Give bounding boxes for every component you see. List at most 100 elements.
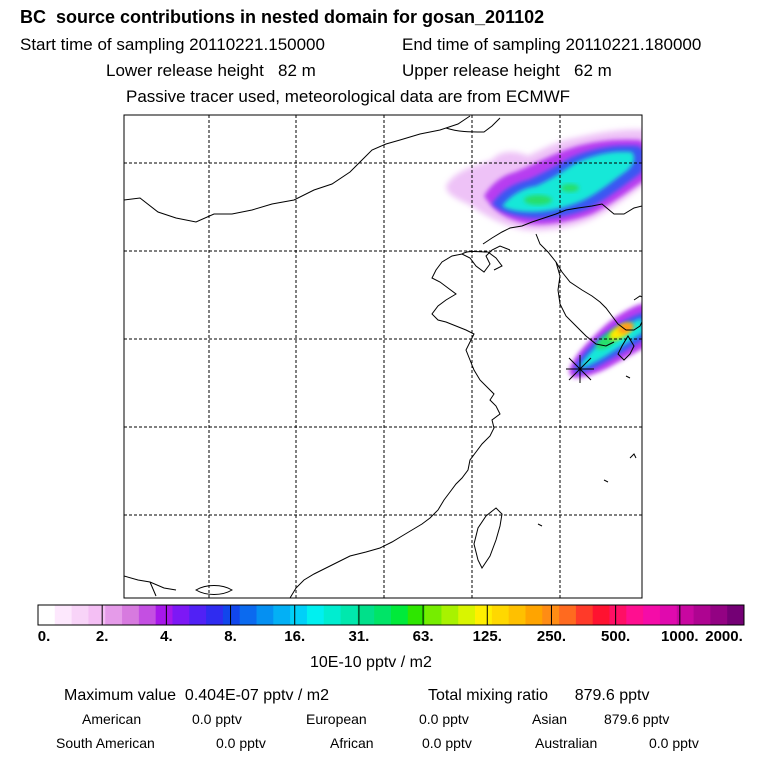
ryukyu-d [537,523,543,527]
colorbar [38,605,745,625]
plume-north [446,129,642,231]
colorbar-tick-label: 63. [412,628,434,645]
colorbar-tick-label: 4. [160,628,173,645]
max-value: 0.404E-07 pptv / m2 [184,687,330,704]
lower-release-line: Lower release height 82 m [106,62,316,79]
start-time-line: Start time of sampling 20110221.150000 [20,36,325,53]
colorbar-cell [626,605,644,625]
contrib-asian-value: 879.6 pptv [604,711,670,727]
contrib-african-name: African [330,735,374,751]
shandong-coast [461,251,503,271]
max-value-label: Maximum value [64,687,177,704]
lower-release-label: Lower release height [106,61,264,80]
ryukyu-c [603,479,609,483]
laos-border [149,581,157,597]
contrib-european-name: European [306,711,367,727]
colorbar-cell [542,605,560,625]
colorbar-units: 10E-10 pptv / m2 [310,654,432,671]
colorbar-tick-label: 2. [95,628,109,645]
colorbar-cell [508,605,526,625]
colorbar-cell [306,605,325,625]
colorbar-cell [374,605,392,625]
contrib-south-american-name: South American [56,735,155,751]
contrib-american-value: 0.0 pptv [192,711,242,727]
colorbar-cell [189,605,207,625]
start-time-value: 20110221.150000 [189,35,325,54]
korea-west-coast [555,261,615,347]
colorbar-frame [37,604,745,626]
japan-honshu [633,295,642,301]
max-value-line: Maximum value 0.404E-07 pptv / m2 [64,688,329,704]
north-korea-border [482,203,642,245]
colorbar-tick-label: 125. [472,628,502,645]
start-time-label: Start time of sampling [20,35,185,54]
colorbar-cell [710,605,728,625]
plume-north-green-b [561,184,579,192]
plume-south-orange [618,322,634,334]
colorbar-cell [54,605,73,625]
japan-kyushu [617,335,635,361]
colorbar-cell [340,605,358,625]
colorbar-cell [407,605,426,625]
contrib-asian-name: Asian [532,711,568,727]
ryukyu-a [625,375,631,379]
ryukyu-b [629,453,637,459]
colorbar-tick-label: 500. [601,628,631,645]
colorbar-cell [458,605,476,625]
colorbar-cell [676,605,694,625]
colorbar-cell [256,605,274,625]
colorbar-cell [727,605,745,625]
colorbar-cell [491,605,510,625]
coastlines [124,115,642,598]
colorbar-cell [391,605,409,625]
upper-release-line: Upper release height 62 m [402,62,612,79]
colorbar-cell [323,605,341,625]
colorbar-tick-label: 0. [37,628,51,645]
korea-coast [535,233,642,331]
colorbar-cell [609,605,627,625]
colorbar-cell [525,605,543,625]
colorbar-cell [575,605,594,625]
upper-release-label: Upper release height [402,61,560,80]
colorbar-tick-label: 250. [536,628,567,645]
colorbar-cell [592,605,610,625]
lower-release-value: 82 m [278,61,316,80]
colorbar-cell [155,605,173,625]
manchuria-border [445,117,501,133]
colorbar-cell [659,605,678,625]
contrib-australian-value: 0.0 pptv [649,735,699,751]
colorbar-cell [122,605,140,625]
china-coast [289,245,511,598]
contrib-african-value: 0.0 pptv [422,735,472,751]
total-mixing-label: Total mixing ratio [428,687,549,704]
colorbar-cell [290,605,308,625]
end-time-value: 20110221.180000 [565,35,702,54]
colorbar-cell [424,605,442,625]
colorbar-tick-label: 8. [224,628,237,645]
contrib-european-value: 0.0 pptv [419,711,469,727]
colorbar-tick-label: 1000. [661,628,699,645]
colorbar-cell [138,605,157,625]
taiwan [473,507,503,569]
colorbar-cell [475,605,493,625]
total-mixing-line: Total mixing ratio 879.6 pptv [428,688,649,704]
mongolia-border [124,115,471,223]
map-frame [123,114,643,599]
colorbar-cell [693,605,711,625]
receptor-marker [566,355,594,383]
contrib-american-name: American [82,711,142,727]
colorbar-cell [105,605,123,625]
upper-release-value: 62 m [574,61,612,80]
lat-lon-grid [124,115,642,598]
colorbar-cell [172,605,190,625]
colorbar-tick-label: 16. [284,628,306,645]
end-time-label: End time of sampling [402,35,561,54]
colorbar-cell [357,605,375,625]
chart-title: BC source contributions in nested domain… [20,7,545,27]
contrib-south-american-value: 0.0 pptv [216,735,266,751]
contrib-australian-name: Australian [535,735,598,751]
colorbar-tick-label: 2000. [705,628,743,645]
colorbar-tick-label: 31. [348,628,370,645]
plume-north-green-a [524,195,552,205]
